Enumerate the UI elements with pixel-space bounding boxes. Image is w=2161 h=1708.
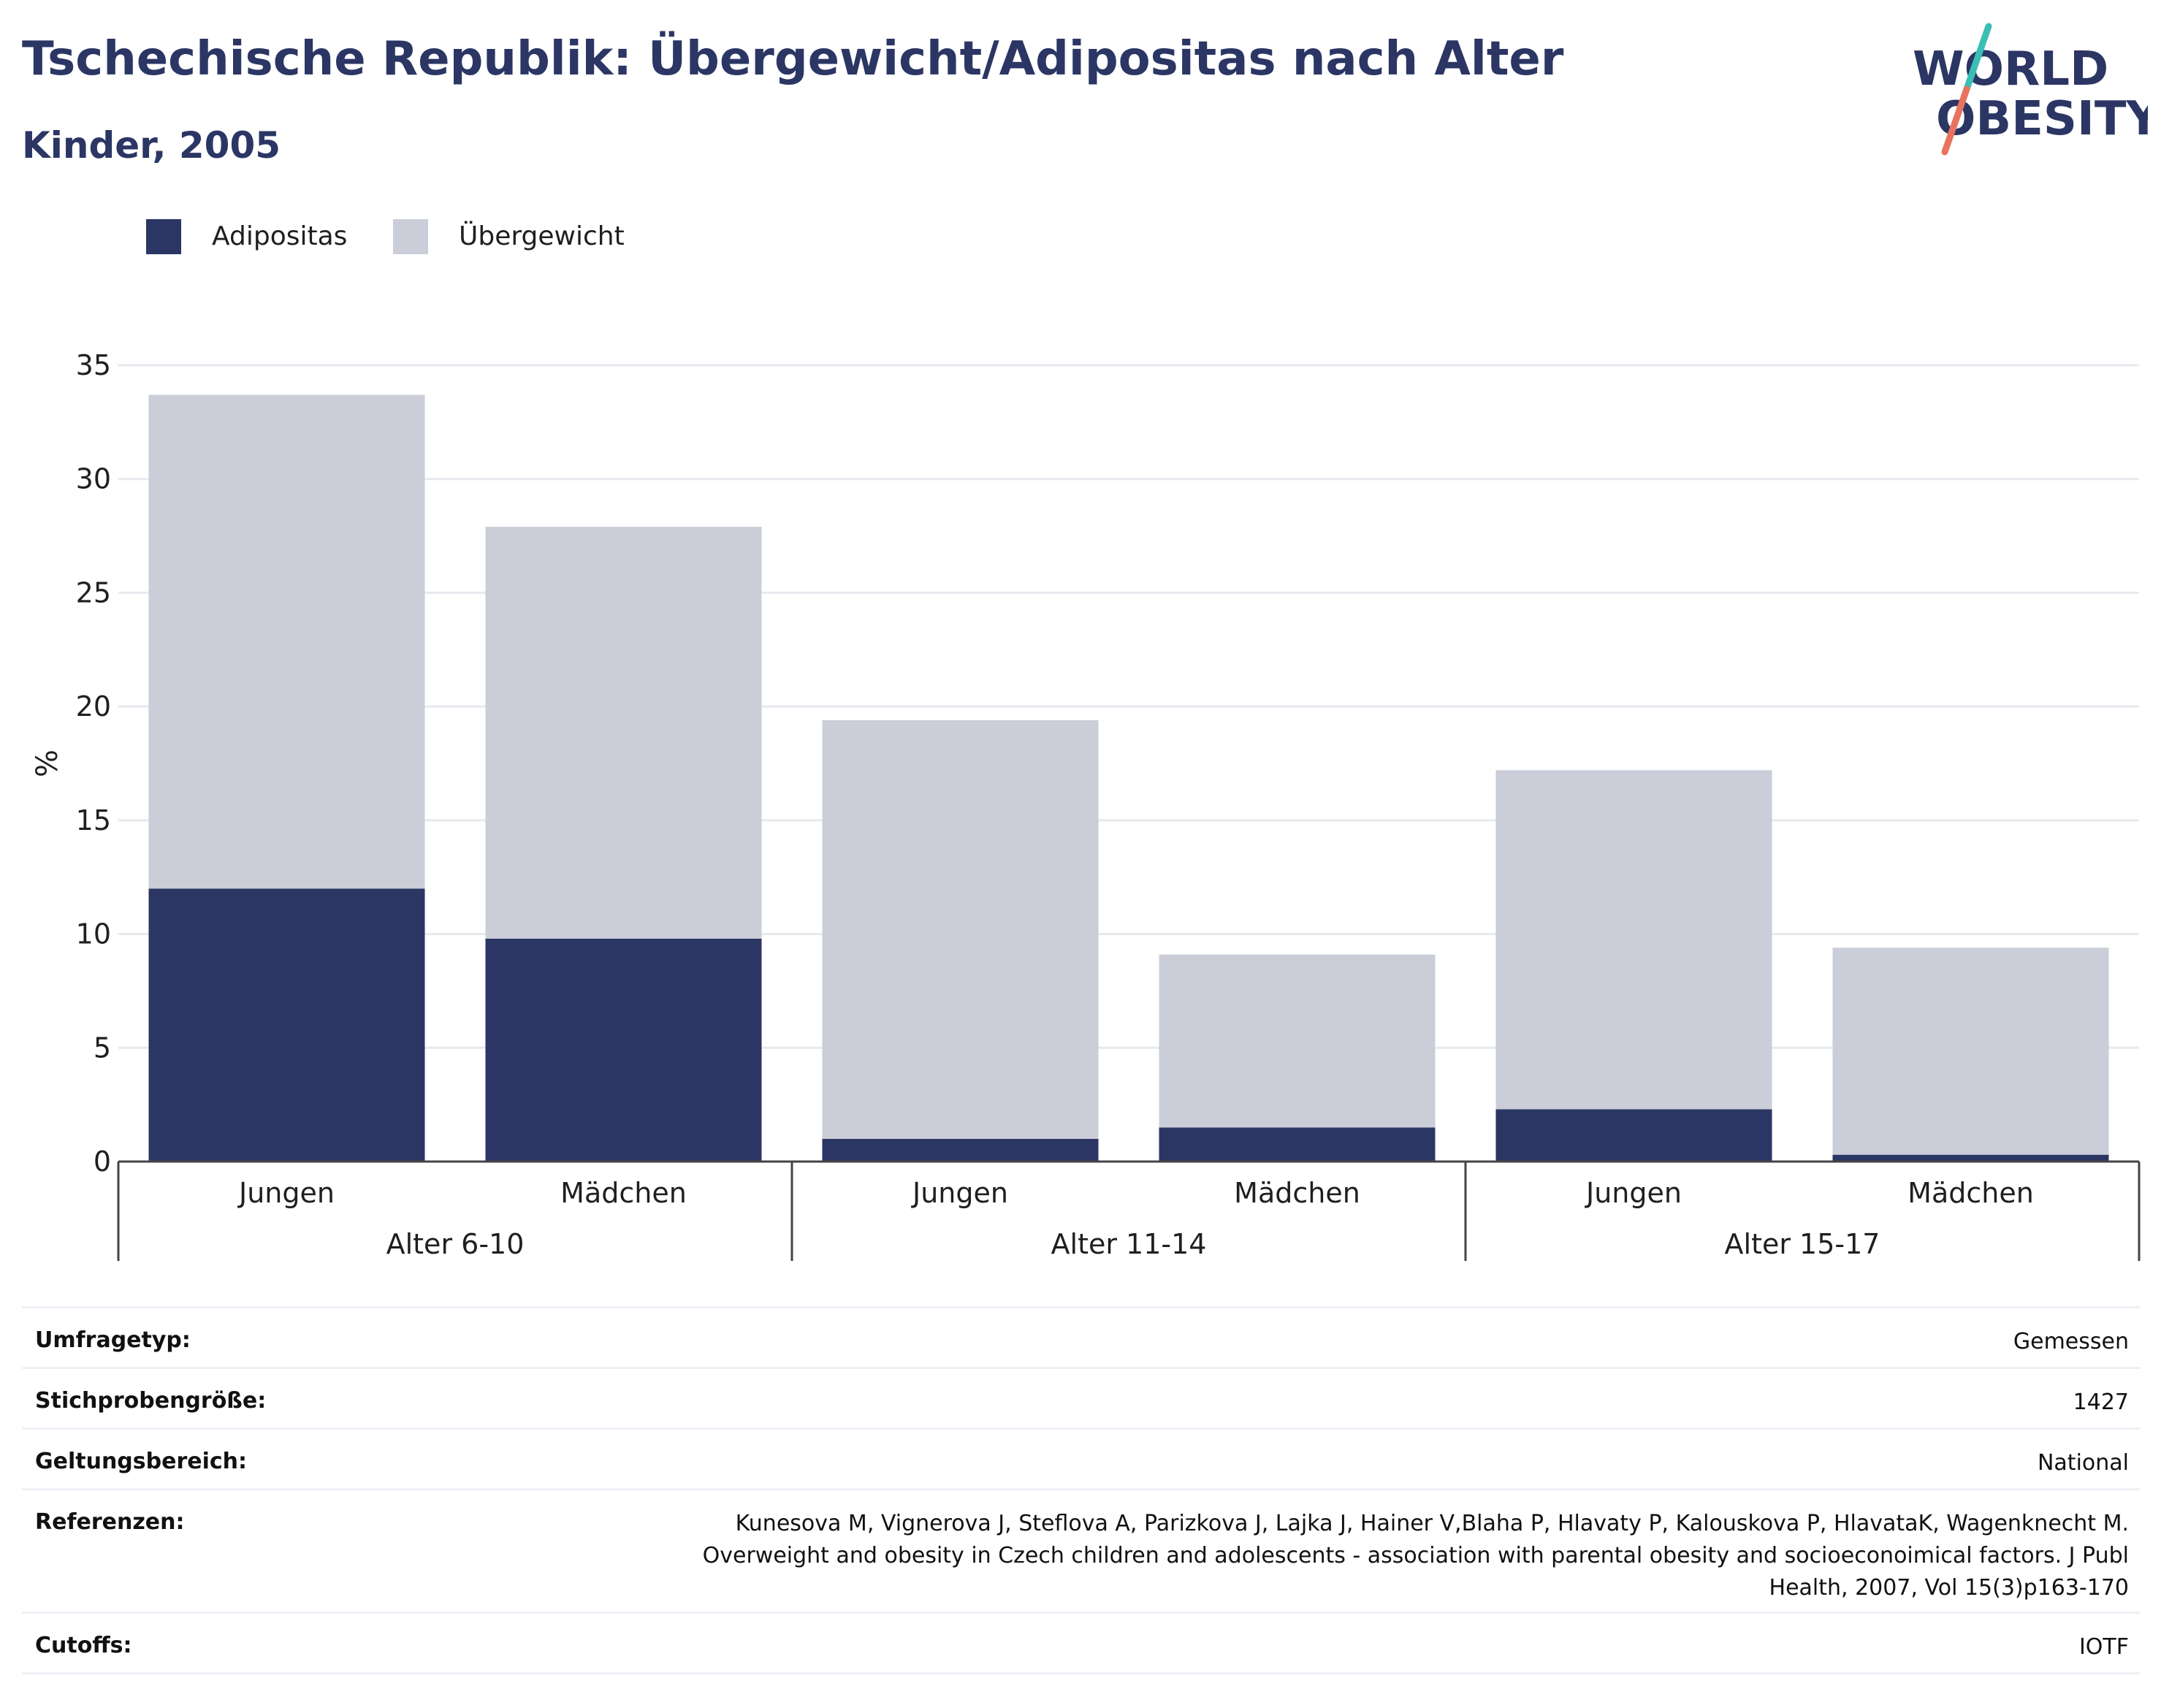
group-label: Alter 15-17 [1725, 1228, 1880, 1260]
info-label: Stichprobengröße: [35, 1388, 267, 1414]
bar--bergewicht [148, 394, 425, 889]
legend-label: Adipositas [212, 221, 348, 251]
info-row-geltungsbereich: Geltungsbereich: National [22, 1427, 2141, 1488]
y-tick-label: 10 [76, 918, 111, 950]
logo-line-world: WORLD [1913, 42, 2108, 96]
x-tick-label: Mädchen [560, 1177, 687, 1209]
logo-slash-top [1963, 23, 1992, 93]
x-tick-label: Jungen [1585, 1177, 1682, 1209]
y-tick-label: 30 [76, 463, 111, 495]
info-value: 1427 [2073, 1389, 2129, 1415]
info-value: Kunesova M, Vignerova J, Steflova A, Par… [702, 1511, 2129, 1601]
info-value: Gemessen [2013, 1329, 2129, 1354]
y-tick-label: 25 [76, 576, 111, 609]
info-row-cutoffs: Cutoffs: IOTF [22, 1612, 2141, 1674]
bar-adipositas [485, 938, 762, 1162]
x-tick-label: Mädchen [1234, 1177, 1360, 1209]
info-label: Referenzen: [35, 1509, 185, 1535]
info-row-stichprobengroesse: Stichprobengröße: 1427 [22, 1367, 2141, 1427]
info-label: Umfragetyp: [35, 1327, 191, 1353]
y-tick-label: 5 [94, 1032, 111, 1064]
bar-adipositas [1495, 1109, 1772, 1162]
bar-chart: 0 5 10 15 20 25 30 35% Jungen Mädchen Jungen Mädche… [31, 349, 2141, 1261]
logo-line-obesity: OBESITY [1936, 92, 2148, 146]
bar--bergewicht [1159, 954, 1436, 1128]
legend-swatch-adipositas [146, 219, 181, 254]
info-row-referenzen: Referenzen: Kunesova M, Vignerova J, Ste… [22, 1488, 2141, 1612]
y-tick-label: 0 [94, 1145, 111, 1178]
bar--bergewicht [1832, 948, 2109, 1155]
bar--bergewicht [822, 720, 1099, 1139]
info-table: Umfragetyp: Gemessen Stichprobengröße: 1… [22, 1306, 2141, 1674]
info-row-umfragetyp: Umfragetyp: Gemessen [22, 1306, 2141, 1367]
logo-slash-bottom [1941, 85, 1970, 156]
info-label: Geltungsbereich: [35, 1449, 248, 1474]
y-axis-label: % [31, 750, 64, 777]
bar-adipositas [148, 888, 425, 1162]
info-value: IOTF [2078, 1634, 2129, 1660]
y-tick-label: 35 [76, 349, 111, 381]
info-value: National [2037, 1450, 2129, 1476]
bar-adipositas [822, 1138, 1099, 1162]
world-obesity-logo: WORLD OBESITY [1913, 23, 2148, 156]
y-tick-label: 20 [76, 690, 111, 723]
page-title: Tschechische Republik: Übergewicht/Adipo… [22, 32, 1564, 86]
bar-adipositas [1159, 1127, 1436, 1162]
x-tick-label: Jungen [237, 1177, 335, 1209]
info-label: Cutoffs: [35, 1633, 132, 1658]
page-subtitle: Kinder, 2005 [22, 124, 281, 167]
bar-adipositas [1832, 1154, 2109, 1162]
x-tick-label: Mädchen [1907, 1177, 2034, 1209]
x-tick-label: Jungen [911, 1177, 1008, 1209]
legend-label: Übergewicht [459, 221, 625, 251]
bar--bergewicht [1495, 770, 1772, 1110]
legend-swatch-uebergewicht [393, 219, 428, 254]
y-tick-label: 15 [76, 804, 111, 836]
group-label: Alter 11-14 [1051, 1228, 1207, 1260]
group-label: Alter 6-10 [386, 1228, 525, 1260]
bar--bergewicht [485, 527, 762, 939]
